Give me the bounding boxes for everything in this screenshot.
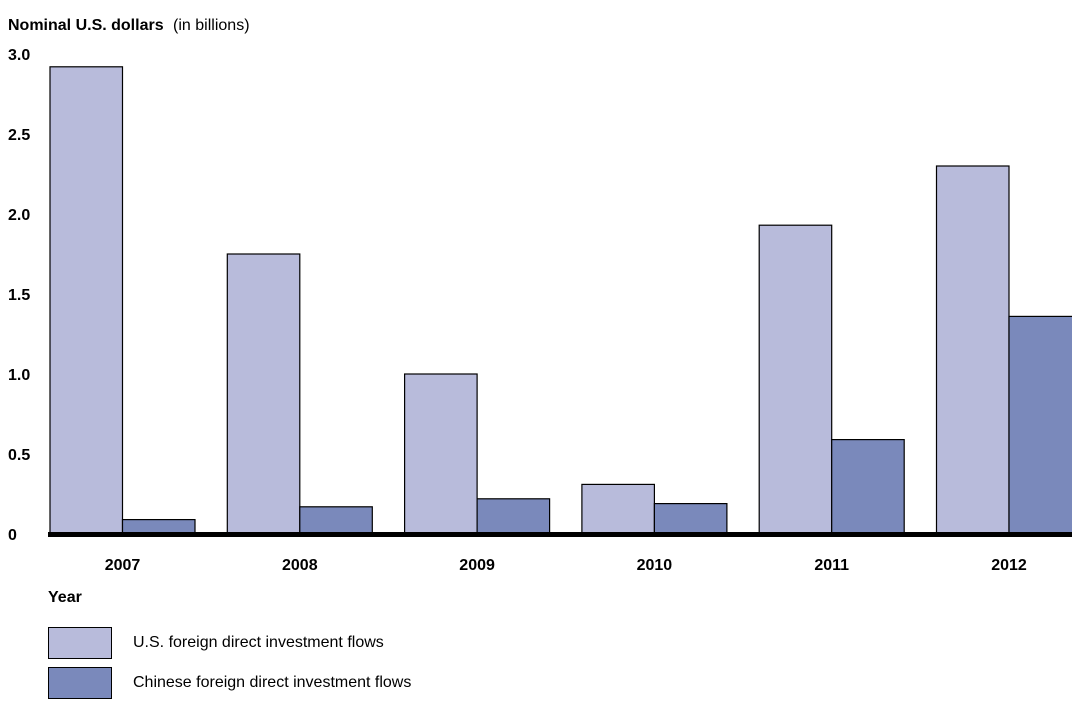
china-bar-2008: [299, 506, 373, 535]
chart-title-suffix: (in billions): [173, 17, 249, 34]
x-tick-label: 2009: [459, 557, 495, 574]
us-bar-2011: [758, 224, 833, 535]
chart-title: Nominal U.S. dollars (in billions): [8, 17, 250, 34]
y-tick-label: 2.5: [8, 127, 30, 144]
china-bar-2009: [476, 498, 551, 535]
us-bar-2009: [404, 373, 478, 535]
us-bar-2012: [935, 165, 1010, 535]
legend-label-us: U.S. foreign direct investment flows: [133, 634, 384, 651]
legend-label-china: Chinese foreign direct investment flows: [133, 674, 412, 691]
y-tick-label: 1.5: [8, 287, 30, 304]
y-tick-label: 0: [8, 527, 17, 544]
us-bar-2010: [581, 483, 656, 535]
y-tick-label: 3.0: [8, 47, 30, 64]
y-tick-label: 2.0: [8, 207, 30, 224]
china-bar-2007: [121, 518, 196, 535]
y-tick-label: 1.0: [8, 367, 30, 384]
x-tick-label: 2008: [282, 557, 318, 574]
legend-swatch-us: [48, 627, 112, 659]
us-bar-2008: [226, 253, 301, 535]
us-bar-2007: [49, 66, 124, 535]
legend-item-us: U.S. foreign direct investment flows: [48, 626, 411, 660]
x-axis-label: Year: [48, 589, 82, 606]
chart-title-main: Nominal U.S. dollars: [8, 17, 164, 34]
legend: U.S. foreign direct investment flows Chi…: [48, 626, 411, 706]
y-tick-label: 0.5: [8, 447, 30, 464]
china-bar-2012: [1008, 315, 1072, 535]
legend-swatch-china: [48, 667, 112, 699]
x-tick-label: 2011: [814, 557, 849, 574]
y-axis-ticks: 0 0.5 1.0 1.5 2.0 2.5 3.0: [8, 47, 30, 544]
bars: [49, 66, 1072, 535]
x-tick-label: 2007: [105, 557, 141, 574]
china-bar-2011: [831, 439, 905, 535]
x-axis-ticks: 2007 2008 2009 2010 2011 2012: [105, 557, 1027, 574]
legend-item-china: Chinese foreign direct investment flows: [48, 666, 411, 700]
china-bar-2010: [653, 503, 728, 535]
x-tick-label: 2010: [637, 557, 673, 574]
x-tick-label: 2012: [991, 557, 1027, 574]
x-axis-baseline: [48, 532, 1072, 537]
